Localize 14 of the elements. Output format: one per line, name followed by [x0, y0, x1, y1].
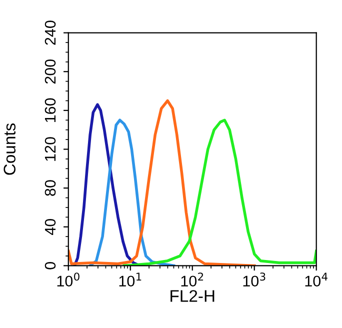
x-tick-label: 10$^{1}$ [119, 272, 142, 287]
y-tick-label: 160 [44, 98, 56, 122]
y-tick-label: 40 [44, 218, 56, 236]
x-tick-label: 10$^{4}$ [305, 272, 328, 287]
x-tick-label: 10$^{0}$ [57, 272, 80, 287]
y-tick-label: 120 [44, 137, 56, 161]
y-axis-title: Counts [4, 123, 16, 175]
y-tick-label: 0 [44, 262, 56, 270]
y-tick-label: 80 [44, 180, 56, 196]
y-tick-label: 240 [44, 20, 56, 45]
x-tick-label: 10$^{3}$ [243, 272, 266, 287]
y-tick-label: 200 [44, 59, 56, 84]
x-tick-label: 10$^{2}$ [181, 272, 204, 287]
x-axis-title: FL2-H [170, 290, 214, 302]
